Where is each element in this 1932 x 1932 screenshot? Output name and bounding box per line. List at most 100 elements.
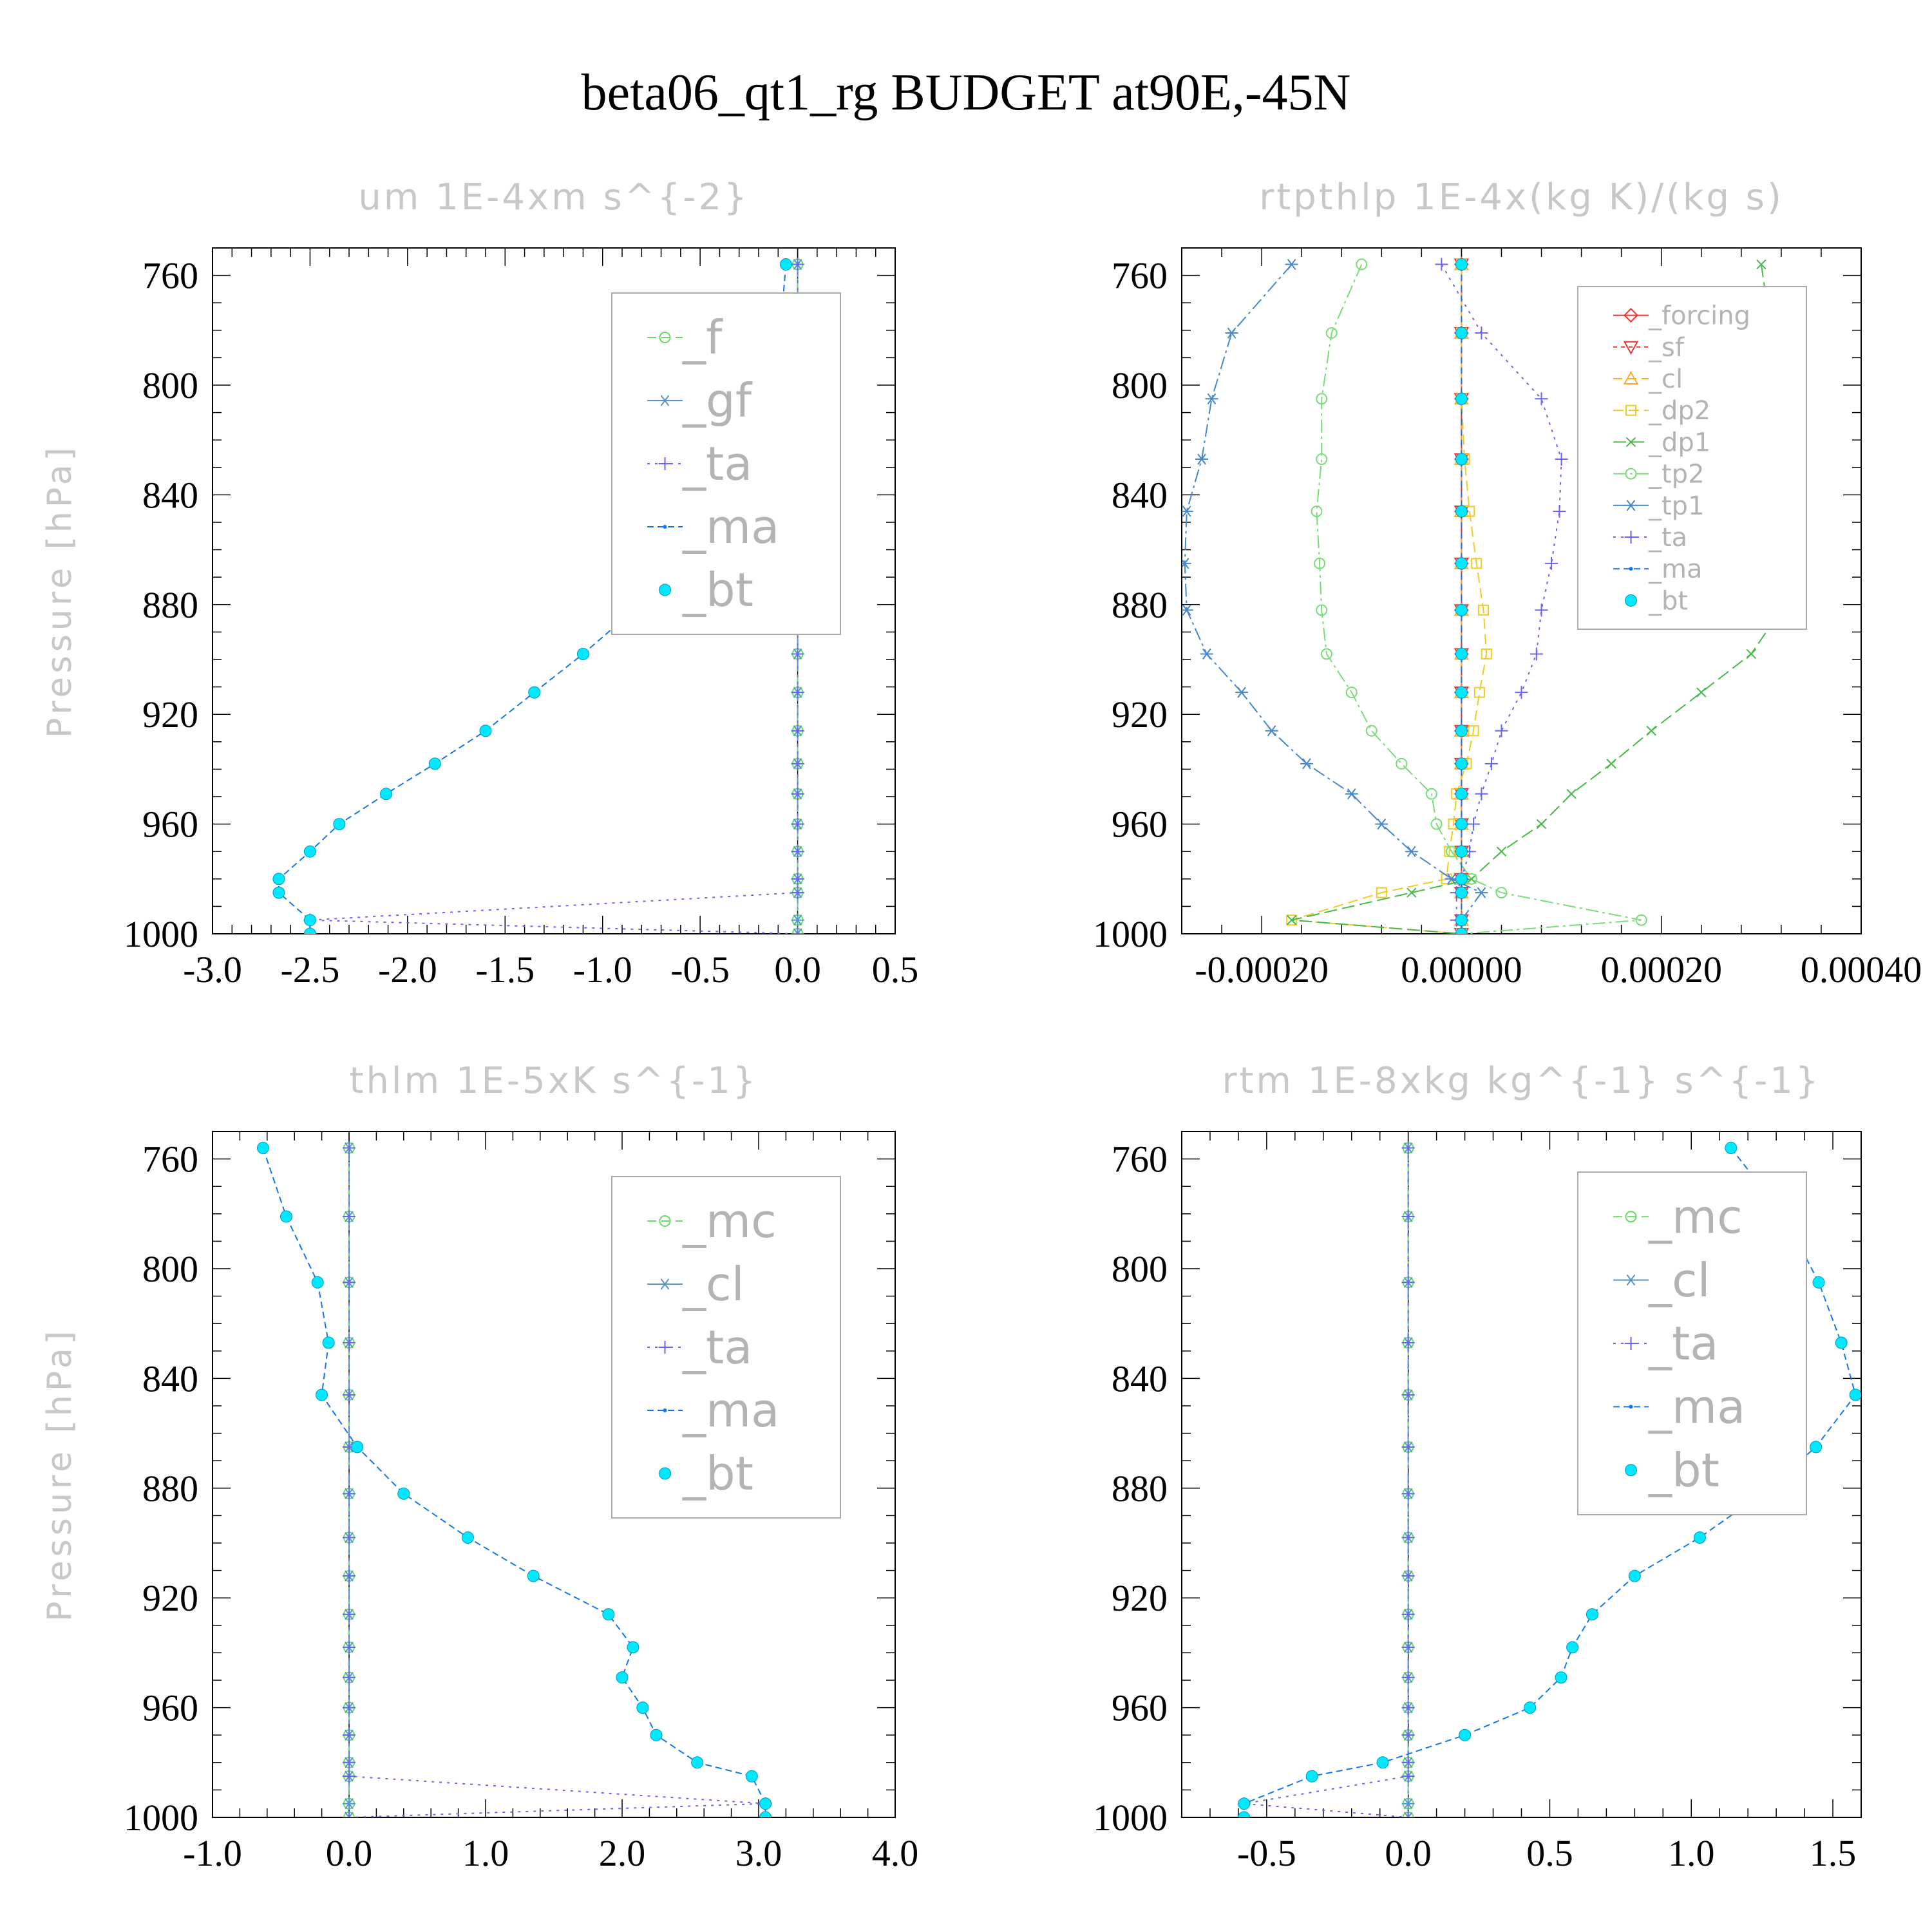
data-point	[1401, 1701, 1415, 1714]
x-tick-label: 1.0	[1668, 1832, 1715, 1874]
data-point	[616, 1671, 629, 1684]
legend-label: _dp1	[1648, 428, 1710, 457]
legend-label: _cl	[1648, 365, 1683, 394]
data-point	[1646, 726, 1656, 736]
data-point	[1401, 1569, 1415, 1583]
data-point	[1725, 1142, 1738, 1155]
series-ta-rtm	[1237, 1141, 1415, 1817]
series-line	[1441, 264, 1562, 934]
data-point	[1812, 1276, 1825, 1289]
data-point	[1455, 505, 1468, 518]
data-point	[343, 1701, 355, 1714]
legend-swatch-marker	[1625, 468, 1637, 480]
data-layer	[1237, 1141, 1861, 1817]
data-point	[322, 1336, 335, 1349]
x-tick-label: -2.5	[281, 949, 340, 990]
legend: _mc _cl _ta _ma _bt	[611, 1176, 841, 1519]
x-tick-label: 1.5	[1810, 1832, 1857, 1874]
data-point	[1524, 1701, 1537, 1714]
y-tick-label: 960	[1112, 804, 1168, 846]
legend-item: _ma	[647, 500, 779, 554]
data-point	[1401, 1531, 1415, 1544]
y-axis-label: Pressure [hPa]	[41, 444, 79, 738]
data-point	[1455, 927, 1468, 934]
legend-swatch-marker	[659, 332, 671, 343]
legend-swatch-marker	[1624, 1274, 1638, 1286]
data-point	[627, 1641, 639, 1654]
legend-item: _bt	[659, 1446, 753, 1501]
x-tick-label: 0.00040	[1801, 949, 1922, 990]
y-tick-label: 760	[142, 1139, 198, 1180]
data-point	[1467, 817, 1481, 831]
panel-title: rtm 1E-8xkg kg^{-1} s^{-1}	[1222, 1060, 1821, 1102]
legend-swatch-marker	[658, 1278, 672, 1290]
panel-rtm: rtm 1E-8xkg kg^{-1} s^{-1} Pressure [hPa]…	[41, 1060, 1862, 1874]
legend-item: _ta	[647, 1320, 752, 1374]
data-point	[1401, 1728, 1415, 1742]
legend-swatch-marker	[663, 525, 667, 529]
data-point	[1455, 788, 1468, 800]
data-point	[1849, 1388, 1861, 1401]
legend-swatch-marker	[1625, 1464, 1637, 1477]
legend-label: _tp2	[1648, 460, 1705, 489]
data-point	[1455, 647, 1468, 660]
data-point	[343, 1569, 355, 1583]
legend-label: _mc	[1648, 1189, 1743, 1244]
legend-item: _mc	[1613, 1189, 1743, 1244]
series-line	[1244, 1148, 1409, 1817]
data-point	[779, 258, 792, 271]
series-line	[1291, 264, 1488, 934]
data-point	[1606, 759, 1616, 769]
x-tick-label: -0.00020	[1195, 949, 1329, 990]
legend-item: _sf	[1613, 333, 1685, 363]
data-point	[1475, 887, 1488, 898]
x-tick-label: -1.0	[183, 1832, 242, 1874]
data-point	[1455, 686, 1468, 699]
data-point	[1396, 757, 1408, 770]
x-tick-label: 1.0	[462, 1832, 509, 1874]
data-point	[343, 1336, 355, 1350]
x-tick-label: 0.0	[1385, 1832, 1432, 1874]
data-point	[1810, 1441, 1823, 1454]
y-tick-label: 800	[142, 365, 198, 406]
data-point	[1455, 914, 1468, 927]
data-point	[1455, 757, 1468, 770]
data-point	[791, 817, 804, 831]
data-point	[1475, 787, 1488, 800]
data-point	[1455, 453, 1468, 466]
data-point	[1345, 687, 1358, 699]
data-point	[1305, 1770, 1318, 1783]
data-point	[1376, 887, 1387, 898]
legend-label: _cl	[682, 1257, 744, 1311]
data-point	[1316, 604, 1328, 616]
data-point	[1195, 453, 1209, 465]
y-tick-label: 920	[142, 694, 198, 735]
data-point	[1316, 393, 1328, 405]
data-point	[1375, 819, 1388, 830]
data-point	[1405, 846, 1418, 857]
legend-label: _cl	[1648, 1253, 1710, 1307]
data-point	[1478, 604, 1490, 616]
data-point	[343, 1210, 355, 1224]
data-point	[428, 757, 441, 770]
data-point	[343, 1756, 355, 1769]
data-point	[461, 1531, 474, 1544]
panel-title: rtpthlp 1E-4x(kg K)/(kg s)	[1259, 176, 1784, 218]
y-tick-label: 960	[1112, 1687, 1168, 1729]
x-tick-label: 0.00000	[1401, 949, 1522, 990]
legend-label: _bt	[682, 563, 753, 617]
data-point	[1401, 1388, 1415, 1401]
legend-item: _dp2	[1613, 396, 1710, 426]
data-point	[1238, 1811, 1251, 1817]
data-point	[1455, 873, 1468, 886]
data-point	[1225, 327, 1238, 339]
y-tick-label: 800	[1112, 1248, 1168, 1290]
y-tick-label: 840	[1112, 474, 1168, 516]
y-tick-label: 880	[142, 584, 198, 626]
data-point	[1401, 1756, 1415, 1769]
data-point	[1286, 914, 1297, 925]
legend-swatch-marker	[1629, 1405, 1633, 1409]
data-point	[1345, 788, 1358, 800]
data-point	[343, 1276, 355, 1289]
